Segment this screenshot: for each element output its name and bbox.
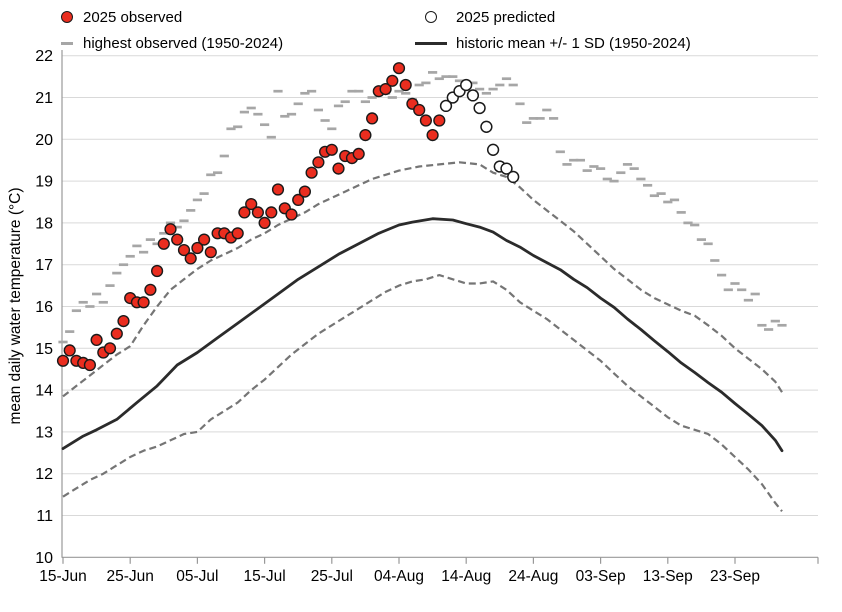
x-axis-ticks bbox=[62, 557, 819, 564]
y-tick-label: 13 bbox=[35, 424, 53, 441]
x-tick-label: 04-Aug bbox=[374, 568, 424, 585]
x-tick-label: 14-Aug bbox=[441, 568, 491, 585]
observed-marker-icon bbox=[61, 11, 73, 23]
legend-column-right: 2025 predicted historic mean +/- 1 SD (1… bbox=[412, 6, 691, 54]
y-tick-label: 20 bbox=[35, 132, 53, 149]
x-tick-label: 24-Aug bbox=[508, 568, 558, 585]
y-tick-label: 16 bbox=[35, 299, 53, 316]
legend-item-highest: highest observed (1950-2024) bbox=[57, 32, 283, 54]
legend-column-left: 2025 observed highest observed (1950-202… bbox=[57, 6, 283, 54]
x-tick-label: 13-Sep bbox=[643, 568, 693, 585]
y-tick-label: 19 bbox=[35, 174, 53, 191]
x-tick-label: 25-Jul bbox=[311, 568, 353, 585]
y-tick-label: 22 bbox=[35, 48, 53, 65]
y-axis-labels: 10 11 12 13 14 15 16 17 18 19 20 21 22 bbox=[35, 48, 53, 567]
legend-label-historic: historic mean +/- 1 SD (1950-2024) bbox=[456, 34, 691, 52]
y-tick-label: 14 bbox=[35, 383, 53, 400]
y-tick-label: 17 bbox=[35, 257, 53, 274]
legend-label-observed: 2025 observed bbox=[83, 8, 183, 26]
observed-points bbox=[56, 62, 446, 372]
y-tick-label: 11 bbox=[36, 508, 53, 525]
y-tick-label: 10 bbox=[35, 550, 53, 567]
legend-item-predicted: 2025 predicted bbox=[412, 6, 691, 28]
x-tick-label: 25-Jun bbox=[106, 568, 153, 585]
legend-label-highest: highest observed (1950-2024) bbox=[83, 34, 284, 52]
mean-minus-sd-line bbox=[62, 274, 783, 512]
highest-observed-marker-icon bbox=[61, 41, 73, 45]
y-tick-label: 18 bbox=[35, 215, 53, 232]
historic-mean-marker-icon bbox=[415, 41, 447, 45]
legend-item-historic: historic mean +/- 1 SD (1950-2024) bbox=[412, 32, 691, 54]
predicted-points bbox=[439, 78, 520, 184]
x-tick-label: 03-Sep bbox=[576, 568, 626, 585]
predicted-marker-icon bbox=[425, 11, 437, 23]
mean-plus-sd-line bbox=[62, 161, 783, 398]
legend-label-predicted: 2025 predicted bbox=[456, 8, 556, 26]
x-tick-label: 15-Jul bbox=[243, 568, 285, 585]
gridlines bbox=[62, 55, 818, 516]
x-axis-labels: 15-Jun 25-Jun 05-Jul 15-Jul 25-Jul 04-Aug 14-A… bbox=[39, 568, 760, 585]
x-tick-label: 15-Jun bbox=[39, 568, 86, 585]
legend-item-observed: 2025 observed bbox=[57, 6, 283, 28]
x-tick-label: 05-Jul bbox=[176, 568, 218, 585]
y-tick-label: 12 bbox=[35, 466, 53, 483]
y-tick-label: 15 bbox=[35, 341, 53, 358]
historic-mean-line bbox=[61, 217, 784, 453]
y-axis-title: mean daily water temperature (°C) bbox=[7, 187, 24, 424]
x-tick-label: 23-Sep bbox=[710, 568, 760, 585]
y-tick-label: 21 bbox=[35, 90, 53, 107]
